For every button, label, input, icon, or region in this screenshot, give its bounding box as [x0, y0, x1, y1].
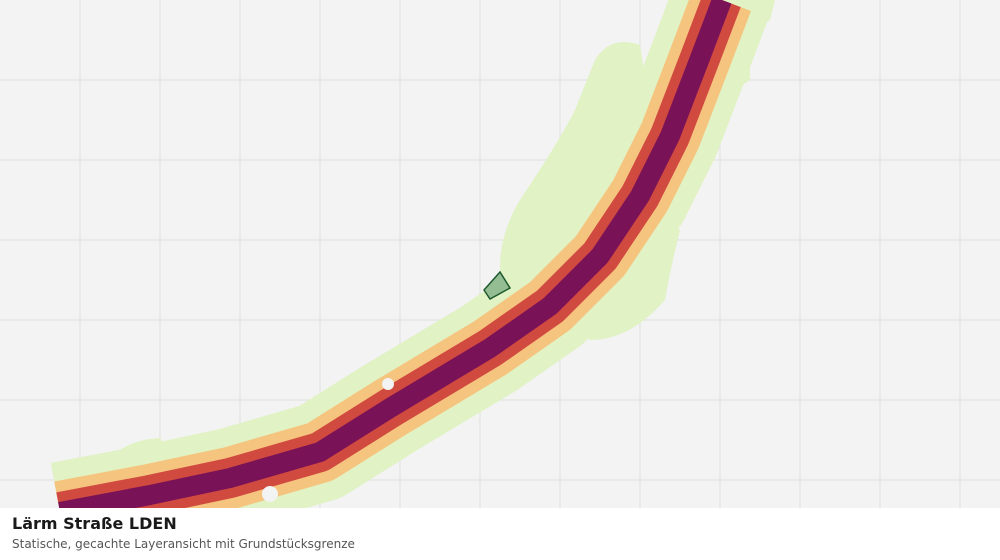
- map-subtitle: Statische, gecachte Layeransicht mit Gru…: [12, 537, 355, 551]
- caption-panel: [0, 508, 1000, 560]
- noise-zone-outer: [500, 42, 650, 301]
- parcel-boundary[interactable]: [483, 270, 512, 300]
- map-title: Lärm Straße LDEN: [12, 514, 177, 533]
- gap: [262, 486, 278, 502]
- noise-layer: [50, 0, 775, 560]
- gap: [382, 378, 394, 390]
- noise-zone-highest: [58, 0, 732, 522]
